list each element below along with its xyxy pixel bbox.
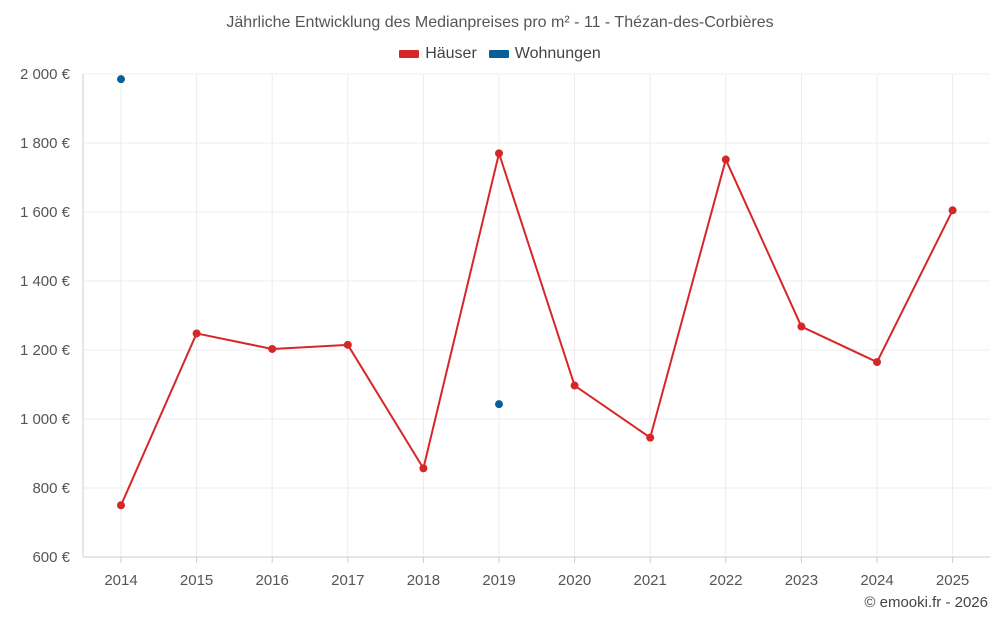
x-tick-label: 2024 (860, 572, 893, 589)
x-tick-label: 2014 (104, 572, 137, 589)
data-point-haeuser (343, 340, 352, 349)
series-line-haeuser (120, 332, 198, 507)
legend-label-haeuser: Häuser (425, 45, 477, 62)
series-line-haeuser (649, 158, 727, 439)
x-tick-label: 2019 (482, 572, 515, 589)
legend-item-haeuser[interactable]: Häuser (399, 45, 477, 63)
data-point-wohnungen (495, 400, 503, 409)
series-line-haeuser (498, 152, 576, 387)
x-tick-label: 2023 (785, 572, 818, 589)
legend-item-wohnungen[interactable]: Wohnungen (488, 45, 601, 63)
series-line-haeuser (800, 325, 878, 364)
data-point-haeuser (495, 149, 503, 158)
series-line-haeuser (346, 343, 425, 470)
x-tick-label: 2021 (634, 572, 667, 589)
data-point-haeuser (192, 329, 201, 338)
legend: Häuser Wohnungen (0, 45, 1000, 63)
x-tick-label: 2015 (180, 572, 213, 589)
series-line-haeuser (876, 209, 954, 364)
x-tick-label: 2025 (936, 572, 969, 589)
data-point-haeuser (117, 501, 125, 510)
data-point-haeuser (419, 464, 428, 473)
x-tick-label: 2020 (558, 572, 591, 589)
y-tick-label: 800 € (32, 480, 70, 497)
y-tick-label: 2 000 € (20, 66, 71, 83)
series-line-haeuser (573, 384, 652, 439)
legend-swatch-haeuser (399, 50, 420, 58)
chart-title: Jährliche Entwicklung des Medianpreises … (226, 14, 774, 31)
data-point-haeuser (797, 322, 806, 331)
x-tick-label: 2017 (331, 572, 364, 589)
y-tick-label: 1 400 € (20, 273, 71, 290)
legend-swatch-wohnungen (488, 50, 509, 58)
y-tick-label: 1 600 € (20, 204, 71, 221)
data-point-haeuser (268, 344, 277, 353)
series-line-haeuser (271, 343, 349, 350)
series-line-haeuser (195, 332, 274, 350)
data-point-haeuser (948, 206, 957, 215)
y-tick-label: 600 € (32, 549, 70, 566)
y-tick-label: 1 000 € (20, 411, 71, 428)
data-point-haeuser (721, 155, 730, 164)
legend-label-wohnungen: Wohnungen (514, 45, 601, 62)
x-tick-label: 2022 (709, 572, 742, 589)
data-point-wohnungen (117, 75, 125, 84)
series-line-haeuser (422, 152, 500, 470)
data-point-haeuser (873, 358, 881, 367)
series-line-haeuser (724, 158, 803, 328)
y-tick-label: 1 800 € (20, 135, 71, 152)
y-tick-label: 1 200 € (20, 342, 71, 359)
x-tick-label: 2018 (407, 572, 440, 589)
credit-text: © emooki.fr - 2026 (864, 594, 988, 611)
x-tick-label: 2016 (256, 572, 289, 589)
data-point-haeuser (570, 381, 579, 390)
data-point-haeuser (646, 433, 655, 442)
